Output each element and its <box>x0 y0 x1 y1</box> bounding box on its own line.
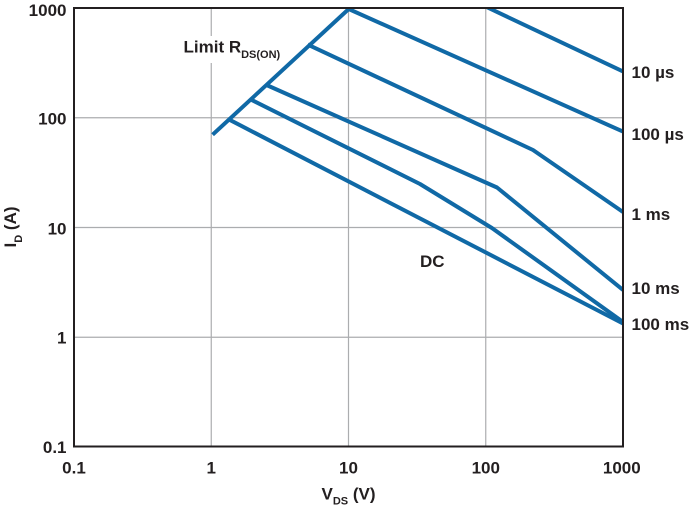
svg-text:1 ms: 1 ms <box>632 205 671 224</box>
svg-text:10 µs: 10 µs <box>632 63 675 82</box>
svg-text:10: 10 <box>48 220 67 239</box>
svg-text:DC: DC <box>420 252 445 271</box>
svg-text:1000: 1000 <box>603 459 641 478</box>
svg-text:0.1: 0.1 <box>62 459 86 478</box>
svg-text:100: 100 <box>38 110 66 129</box>
svg-text:100: 100 <box>472 459 500 478</box>
svg-text:10: 10 <box>339 459 358 478</box>
svg-text:1: 1 <box>207 459 216 478</box>
svg-text:0.1: 0.1 <box>43 438 67 457</box>
svg-text:1: 1 <box>57 329 66 348</box>
svg-text:10 ms: 10 ms <box>632 279 680 298</box>
svg-text:1000: 1000 <box>29 1 67 20</box>
svg-text:100 ms: 100 ms <box>632 315 690 334</box>
svg-text:100 µs: 100 µs <box>632 125 684 144</box>
